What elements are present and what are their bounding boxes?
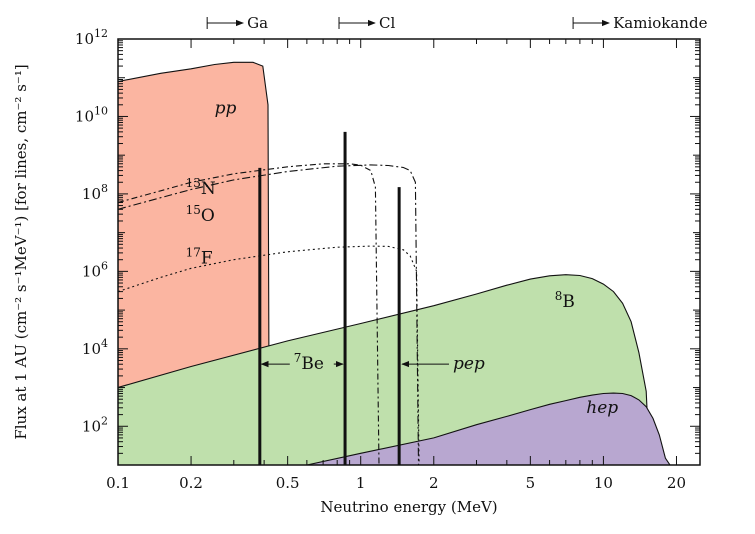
thresholds-layer: Ga Cl Kamiokande <box>206 14 708 32</box>
label-hep: hep <box>586 398 618 418</box>
x-tick-label: 0.5 <box>276 474 300 492</box>
y-tick-label: 104 <box>82 337 108 358</box>
y-tick-label: 106 <box>82 259 108 280</box>
x-tick-label: 2 <box>429 474 439 492</box>
x-tick-label: 0.2 <box>179 474 203 492</box>
y-axis-label: Flux at 1 AU (cm⁻² s⁻¹MeV⁻¹) [for lines,… <box>12 64 30 439</box>
x-tick-label: 5 <box>526 474 536 492</box>
labels-layer: 0.1 0.2 0.5 1 2 5 10 20 102 104 106 108 1010 1012 pp 8B… <box>75 27 686 492</box>
threshold-label-Cl: Cl <box>379 14 395 32</box>
y-tick-label: 102 <box>82 414 108 435</box>
label-8B: 8B <box>555 289 575 312</box>
x-tick-label: 0.1 <box>106 474 130 492</box>
x-tick-label: 20 <box>667 474 686 492</box>
curve-15O <box>118 164 420 465</box>
curves-layer <box>118 163 420 465</box>
label-pp: pp <box>215 98 237 118</box>
curve-13N <box>118 163 380 465</box>
threshold-label-Ga: Ga <box>247 14 268 32</box>
y-tick-label: 108 <box>82 182 108 203</box>
label-15O: 15O <box>186 203 215 226</box>
lines-layer <box>258 131 401 465</box>
x-tick-label: 1 <box>356 474 366 492</box>
plot-frame <box>117 38 701 466</box>
label-17F: 17F <box>186 245 213 268</box>
areas-layer <box>118 61 671 465</box>
x-axis-label: Neutrino energy (MeV) <box>320 498 497 516</box>
curve-17F <box>118 245 420 465</box>
threshold-label-Kamiokande: Kamiokande <box>613 14 707 32</box>
label-pep: pep <box>453 354 485 374</box>
ticks-layer <box>117 38 700 466</box>
x-tick-label: 10 <box>594 474 613 492</box>
label-7Be: 7Be <box>294 351 324 374</box>
y-tick-label: 1012 <box>75 27 108 48</box>
y-tick-label: 1010 <box>75 104 108 125</box>
label-13N: 13N <box>186 176 216 199</box>
